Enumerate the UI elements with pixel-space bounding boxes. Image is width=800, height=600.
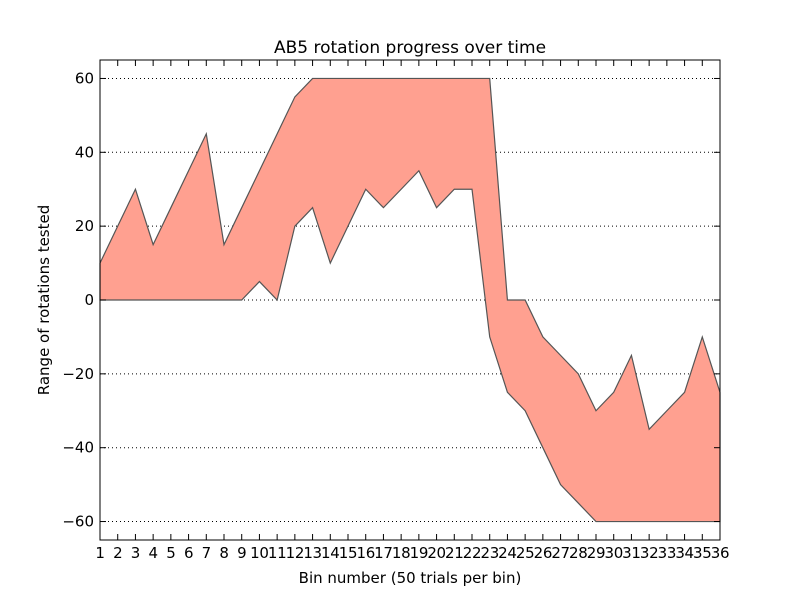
x-axis-ticks: 1 2 3 4 5 6 7 8 9 10 11 12 13 14 15 16 17 18 19 20 21 22 23 24 2…: [95, 60, 730, 562]
x-tick-label: 21: [445, 544, 464, 562]
y-tick-label: −60: [62, 513, 94, 531]
x-tick-label: 4: [149, 544, 158, 562]
x-tick-label: 13: [303, 544, 322, 562]
x-tick-label: 11: [268, 544, 287, 562]
range-polygon: [99, 77, 721, 523]
x-tick-label: 22: [463, 544, 482, 562]
x-tick-label: 27: [551, 544, 570, 562]
y-tick-label: 20: [75, 217, 94, 235]
x-tick-label: 28: [569, 544, 588, 562]
x-tick-label: 5: [166, 544, 175, 562]
y-tick-label: 60: [75, 69, 94, 87]
x-tick-label: 35: [693, 544, 712, 562]
x-tick-label: 31: [622, 544, 641, 562]
x-tick-label: 16: [356, 544, 375, 562]
x-tick-label: 34: [675, 544, 694, 562]
x-tick-label: 15: [339, 544, 358, 562]
x-tick-label: 26: [534, 544, 553, 562]
x-tick-label: 8: [219, 544, 228, 562]
x-tick-label: 19: [410, 544, 429, 562]
y-tick-label: −40: [62, 439, 94, 457]
x-tick-label: 25: [516, 544, 535, 562]
y-tick-label: 0: [84, 291, 94, 309]
x-tick-label: 32: [640, 544, 659, 562]
x-axis-label: Bin number (50 trials per bin): [299, 569, 522, 587]
x-tick-label: 2: [113, 544, 122, 562]
x-tick-label: 1: [95, 544, 104, 562]
x-tick-label: 6: [184, 544, 193, 562]
x-tick-label: 18: [392, 544, 411, 562]
x-tick-label: 14: [321, 544, 340, 562]
x-tick-label: 29: [587, 544, 606, 562]
chart-title: AB5 rotation progress over time: [274, 38, 546, 58]
x-tick-label: 12: [286, 544, 305, 562]
x-tick-label: 24: [498, 544, 517, 562]
x-tick-label: 9: [237, 544, 246, 562]
x-tick-label: 3: [131, 544, 140, 562]
y-tick-label: −20: [62, 365, 94, 383]
x-tick-label: 10: [250, 544, 269, 562]
y-tick-label: 40: [75, 143, 94, 161]
x-tick-label: 23: [480, 544, 499, 562]
x-tick-label: 20: [427, 544, 446, 562]
y-axis-ticks: −60 −40 −20 0 20 40 60: [62, 69, 720, 531]
x-tick-label: 17: [374, 544, 393, 562]
x-tick-label: 36: [711, 544, 730, 562]
y-axis-label: Range of rotations tested: [35, 205, 53, 396]
x-tick-label: 7: [202, 544, 211, 562]
range-area: [99, 77, 721, 523]
x-tick-label: 30: [604, 544, 623, 562]
x-tick-label: 33: [658, 544, 677, 562]
